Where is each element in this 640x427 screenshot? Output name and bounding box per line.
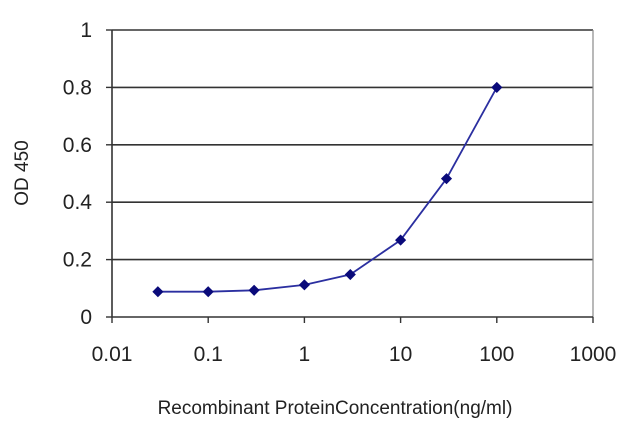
data-point-6 bbox=[440, 173, 453, 185]
y-tick-label-5: 1 bbox=[80, 19, 92, 42]
data-point-1 bbox=[202, 286, 214, 298]
y-axis-label: OD 450 bbox=[12, 140, 33, 205]
data-point-7 bbox=[491, 81, 503, 93]
data-point-5 bbox=[395, 234, 407, 246]
series-line-0 bbox=[157, 86, 498, 293]
x-tick-label-1: 0.1 bbox=[194, 343, 223, 366]
data-point-2 bbox=[248, 284, 260, 296]
data-point-4 bbox=[344, 268, 356, 281]
series-group bbox=[152, 81, 503, 298]
x-axis-label: Recombinant ProteinConcentration(ng/ml) bbox=[158, 398, 513, 419]
x-axis-ticks: 0.01 0.1 1 10 100 1000 bbox=[92, 317, 617, 366]
y-tick-label-4: 0.8 bbox=[63, 76, 92, 99]
y-tick-label-3: 0.6 bbox=[63, 134, 92, 157]
y-tick-label-2: 0.4 bbox=[63, 191, 93, 214]
gridlines bbox=[112, 29, 593, 261]
data-point-0 bbox=[152, 286, 164, 298]
y-axis-ticks: 0 0.2 0.4 0.6 0.8 1 bbox=[63, 19, 112, 329]
data-point-3 bbox=[298, 279, 310, 291]
x-tick-label-2: 1 bbox=[299, 343, 311, 366]
x-tick-label-5: 1000 bbox=[570, 343, 617, 366]
y-tick-label-0: 0 bbox=[80, 306, 92, 329]
x-tick-label-3: 10 bbox=[389, 343, 412, 366]
x-tick-label-4: 100 bbox=[479, 343, 514, 366]
plot-area bbox=[112, 30, 593, 317]
y-tick-label-1: 0.2 bbox=[63, 249, 92, 272]
axes bbox=[111, 30, 594, 318]
x-tick-label-0: 0.01 bbox=[92, 343, 133, 366]
